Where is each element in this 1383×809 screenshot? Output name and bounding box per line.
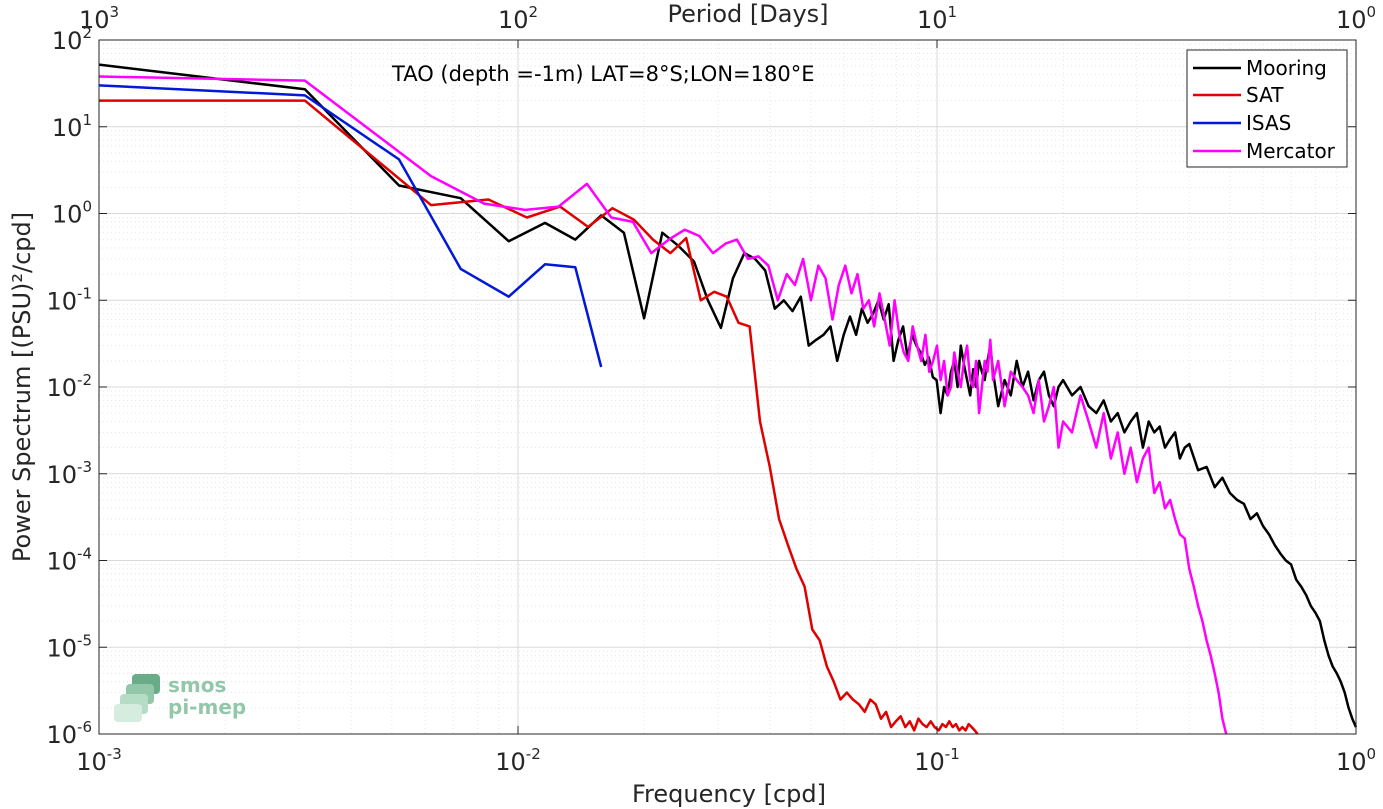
y-tick-label: 102: [52, 24, 92, 55]
y-axis-title: Power Spectrum [(PSU)²/cpd]: [8, 212, 36, 562]
y-tick-label: 10-3: [46, 458, 92, 489]
legend-box: [1186, 49, 1348, 168]
chart-title: TAO (depth =-1m) LAT=8°S;LON=180°E: [391, 62, 815, 86]
x-axis-title: Frequency [cpd]: [632, 780, 826, 808]
logo-text-pimep: pi-mep: [168, 695, 246, 719]
legend-label-mercator: Mercator: [1246, 139, 1336, 163]
series-line-mercator: [98, 75, 1228, 735]
legend-label-isas: ISAS: [1246, 111, 1291, 135]
y-tick-label: 101: [52, 111, 92, 142]
logo-layer-4: [114, 704, 142, 722]
x2-axis-title: Period [Days]: [667, 0, 828, 28]
series-line-isas: [98, 84, 603, 368]
y-tick-label: 10-4: [46, 545, 92, 576]
y-tick-label: 10-5: [46, 631, 92, 662]
logo-text-smos: smos: [168, 673, 226, 697]
x-tick-label: 100: [1336, 745, 1376, 776]
x2-tick-label: 100: [1336, 3, 1376, 34]
x-tick-label: 10-2: [495, 745, 541, 776]
series-group: [98, 63, 1358, 735]
grid: [98, 40, 1356, 735]
legend-label-sat: SAT: [1246, 83, 1284, 107]
y-tick-label: 10-1: [46, 284, 92, 315]
legend: Mooring SAT ISAS Mercator: [1186, 49, 1348, 168]
y-tick-label: 10-6: [46, 718, 92, 749]
smos-pi-mep-logo: smos pi-mep: [114, 673, 246, 722]
x2-tick-label: 103: [79, 3, 119, 34]
y-tick-label: 10-2: [46, 371, 92, 402]
x2-tick-label: 101: [917, 3, 957, 34]
x-tick-label: 10-1: [914, 745, 960, 776]
legend-label-mooring: Mooring: [1246, 56, 1327, 80]
y-tick-label: 100: [52, 198, 92, 229]
x-tick-label: 10-3: [76, 745, 122, 776]
series-line-sat: [99, 99, 979, 735]
x2-tick-label: 102: [498, 3, 538, 34]
